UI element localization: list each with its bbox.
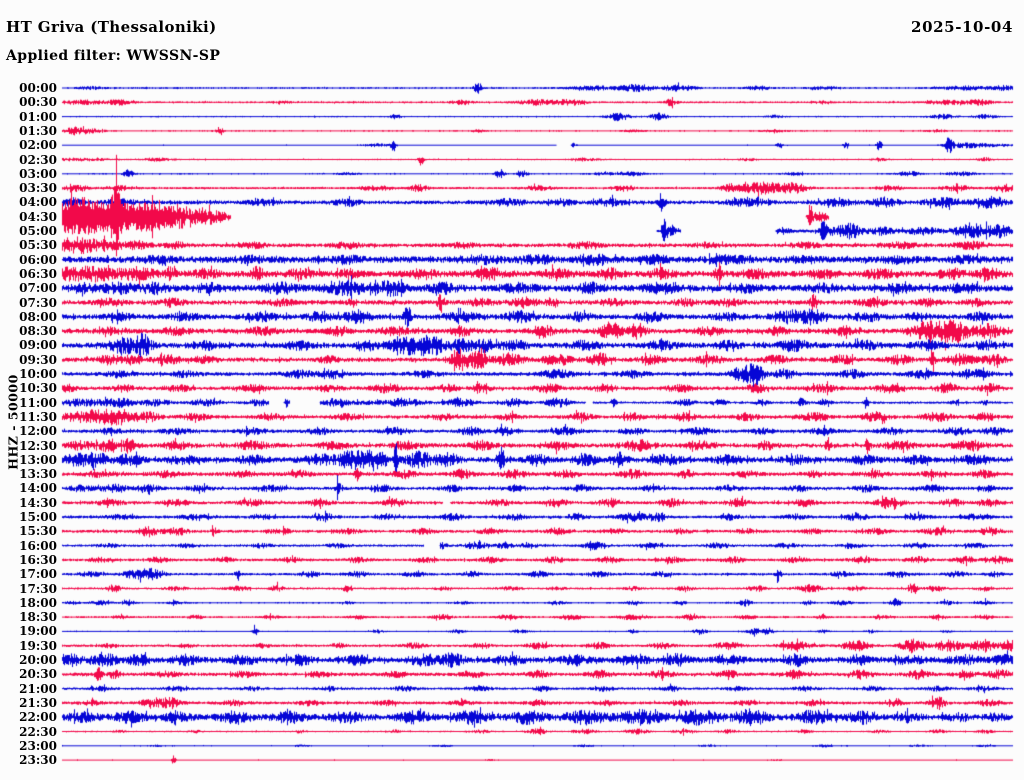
seismogram-traces-canvas — [0, 0, 1024, 780]
helicorder-plot: HT Griva (Thessaloniki) 2025-10-04 Appli… — [0, 0, 1024, 780]
